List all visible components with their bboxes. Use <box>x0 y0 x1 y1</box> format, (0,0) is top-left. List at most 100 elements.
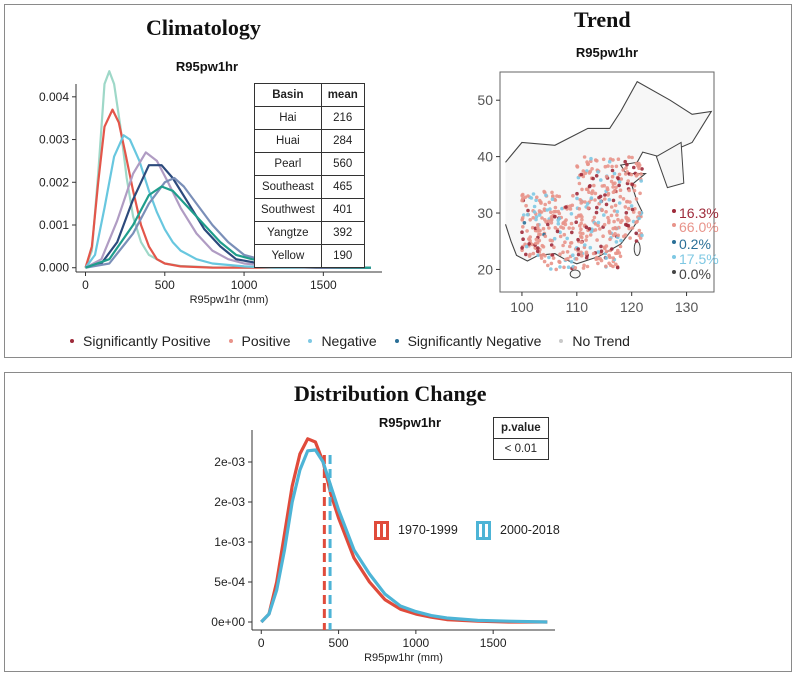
station-point-positive <box>623 233 628 237</box>
station-point-negative <box>566 265 571 270</box>
station-point-positive <box>606 215 610 220</box>
station-point-positive <box>619 177 624 181</box>
station-point-positive <box>543 202 547 207</box>
hainan-outline <box>569 269 581 279</box>
station-point-positive <box>621 168 625 172</box>
station-point-significantly-positive <box>587 227 592 231</box>
station-point-positive <box>600 208 604 212</box>
station-point-positive <box>638 191 642 196</box>
station-point-positive <box>557 259 561 264</box>
station-point-negative <box>544 193 548 198</box>
station-point-negative <box>532 204 537 209</box>
station-point-positive <box>637 228 642 233</box>
station-point-positive <box>549 261 554 266</box>
station-point-positive <box>574 215 579 220</box>
station-point-significantly-positive <box>630 182 635 187</box>
mean-cell: 284 <box>320 129 365 153</box>
station-point-positive <box>601 234 605 238</box>
station-point-negative <box>569 212 574 216</box>
station-point-positive <box>604 249 609 254</box>
y-tick-label: 50 <box>477 92 493 108</box>
station-point-positive <box>593 198 597 202</box>
legend-item-negative: Negative <box>308 333 377 349</box>
station-point-positive <box>530 225 535 230</box>
station-point-positive <box>536 223 540 227</box>
station-point-positive <box>554 267 558 272</box>
legend-label: Significantly Negative <box>407 333 542 349</box>
station-point-positive <box>562 232 567 237</box>
series-line-2000-2018 <box>260 448 548 624</box>
station-point-negative <box>560 206 564 211</box>
station-point-negative <box>522 213 526 217</box>
station-point-positive <box>610 174 615 179</box>
station-point-significantly-positive <box>624 211 629 215</box>
basin-cell: Pearl <box>254 152 322 176</box>
station-point-significantly-positive <box>520 246 524 250</box>
station-point-positive <box>551 256 556 260</box>
station-point-positive <box>614 251 618 256</box>
x-tick-label: 130 <box>675 299 699 315</box>
pvalue-header: p.value <box>493 417 549 439</box>
station-point-positive <box>549 221 554 225</box>
station-point-positive <box>611 233 616 238</box>
station-point-positive <box>561 226 566 230</box>
station-point-positive <box>543 190 547 195</box>
station-point-positive <box>594 257 598 262</box>
station-point-positive <box>564 218 568 222</box>
legend-label: No Trend <box>572 333 630 349</box>
legend-dot <box>228 339 233 344</box>
station-point-positive <box>627 226 631 231</box>
station-point-positive <box>616 233 620 238</box>
station-point-negative <box>588 245 593 250</box>
basin-header: Basin <box>254 83 322 107</box>
station-point-positive <box>630 226 635 230</box>
station-point-positive <box>584 251 589 256</box>
station-point-significantly-positive <box>591 176 595 181</box>
station-point-negative <box>596 170 600 174</box>
station-point-positive <box>524 203 528 208</box>
y-tick-label: 2e-03 <box>214 455 245 469</box>
station-point-positive <box>616 157 621 161</box>
station-point-negative <box>615 209 620 214</box>
chart-subtitle: R95pw1hr <box>379 415 441 430</box>
station-point-negative <box>534 198 538 202</box>
station-point-significantly-positive <box>599 244 603 249</box>
station-point-significantly-positive <box>624 222 628 227</box>
station-point-significantly-positive <box>615 265 620 270</box>
station-point-positive <box>526 194 530 198</box>
station-point-significantly-negative <box>522 221 527 225</box>
station-point-positive <box>568 207 573 211</box>
x-tick-label: 120 <box>620 299 644 315</box>
station-point-positive <box>531 251 536 256</box>
station-point-positive <box>583 200 587 204</box>
station-point-negative <box>556 218 560 222</box>
station-point-positive <box>590 167 594 171</box>
station-point-negative <box>575 196 579 201</box>
station-point-positive <box>591 251 596 256</box>
mean-cell: 216 <box>320 106 365 130</box>
station-point-significantly-positive <box>587 184 592 189</box>
station-point-positive <box>608 263 613 268</box>
station-point-positive <box>637 163 642 168</box>
station-point-positive <box>543 254 547 258</box>
station-point-positive <box>625 199 629 204</box>
station-point-positive <box>627 188 631 193</box>
station-point-negative <box>569 259 574 264</box>
station-point-positive <box>601 157 606 162</box>
station-point-positive <box>618 254 623 259</box>
legend-item-1970-1999: 1970-1999 <box>374 521 458 540</box>
station-point-positive <box>528 218 532 222</box>
table-row: Pearl 560 <box>254 152 365 176</box>
station-point-positive <box>531 216 535 220</box>
x-axis-label: R95pw1hr (mm) <box>190 294 269 306</box>
station-point-positive <box>571 193 575 198</box>
station-point-negative <box>629 204 634 208</box>
station-point-positive <box>606 164 610 168</box>
percentage-marker <box>672 240 676 244</box>
station-point-significantly-positive <box>536 246 540 250</box>
station-point-significantly-positive <box>576 252 581 257</box>
station-point-positive <box>608 231 612 235</box>
y-tick-label: 1e-03 <box>214 535 245 549</box>
station-point-positive <box>580 200 584 204</box>
